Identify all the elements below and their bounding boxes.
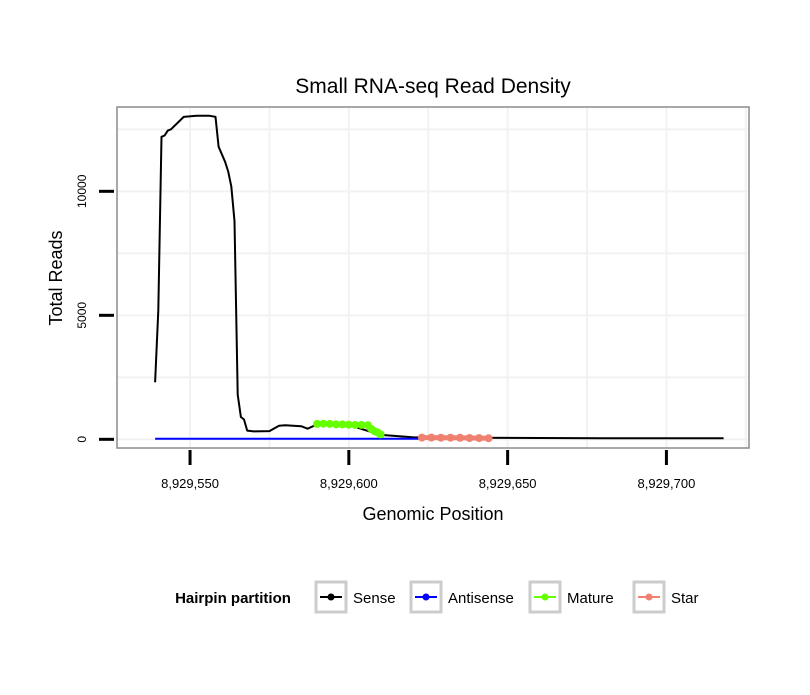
x-tick-label: 8,929,600 bbox=[320, 476, 378, 491]
legend: Hairpin partition Sense Antisense Mature St… bbox=[175, 580, 699, 614]
x-tick-label: 8,929,650 bbox=[479, 476, 537, 491]
data-point-star bbox=[475, 434, 484, 443]
y-tick-label: 10000 bbox=[75, 174, 89, 208]
data-point-mature bbox=[313, 419, 322, 428]
data-point-mature bbox=[351, 420, 360, 429]
data-point-star bbox=[484, 434, 493, 443]
legend-label: Sense bbox=[353, 590, 396, 607]
legend-key-point bbox=[541, 593, 549, 601]
legend-key-point bbox=[327, 593, 335, 601]
x-axis-label: Genomic Position bbox=[362, 504, 503, 524]
legend-title: Hairpin partition bbox=[175, 590, 291, 607]
data-point-star bbox=[446, 433, 455, 442]
data-point-mature bbox=[344, 420, 353, 429]
data-point-star bbox=[427, 433, 436, 442]
legend-key-point bbox=[645, 593, 653, 601]
axes: 8,929,550 8,929,600 8,929,650 8,929,700 0 500… bbox=[75, 174, 695, 491]
data-point-mature bbox=[319, 419, 328, 428]
series-star bbox=[417, 433, 493, 443]
plot-series bbox=[154, 114, 724, 443]
legend-key-point bbox=[422, 593, 430, 601]
legend-item-mature: Mature bbox=[528, 580, 614, 614]
y-tick-label: 0 bbox=[75, 436, 89, 443]
data-point-star bbox=[465, 434, 474, 442]
data-point-mature bbox=[325, 419, 334, 428]
data-point-star bbox=[417, 433, 426, 442]
data-point-star bbox=[456, 433, 464, 442]
y-tick-label: 5000 bbox=[75, 302, 89, 329]
legend-item-sense: Sense bbox=[314, 580, 396, 614]
data-point-mature bbox=[332, 420, 341, 429]
plot-panel-border bbox=[116, 106, 750, 449]
legend-label: Antisense bbox=[448, 590, 514, 607]
legend-label: Star bbox=[671, 590, 699, 607]
legend-label: Mature bbox=[567, 590, 614, 607]
legend-item-antisense: Antisense bbox=[409, 580, 514, 614]
data-point-mature bbox=[357, 420, 366, 429]
grid-lines bbox=[117, 107, 749, 448]
data-point-star bbox=[436, 433, 445, 442]
x-tick-label: 8,929,700 bbox=[638, 476, 696, 491]
data-point-mature bbox=[338, 420, 347, 429]
legend-item-star: Star bbox=[632, 580, 699, 614]
series-line-sense bbox=[154, 114, 724, 440]
x-tick-label: 8,929,550 bbox=[161, 476, 219, 491]
chart-title: Small RNA-seq Read Density bbox=[295, 75, 571, 98]
legend-items: Sense Antisense Mature Star bbox=[314, 580, 699, 614]
series-mature bbox=[313, 419, 385, 439]
data-point-mature bbox=[376, 430, 385, 439]
y-axis-label: Total Reads bbox=[46, 230, 66, 325]
